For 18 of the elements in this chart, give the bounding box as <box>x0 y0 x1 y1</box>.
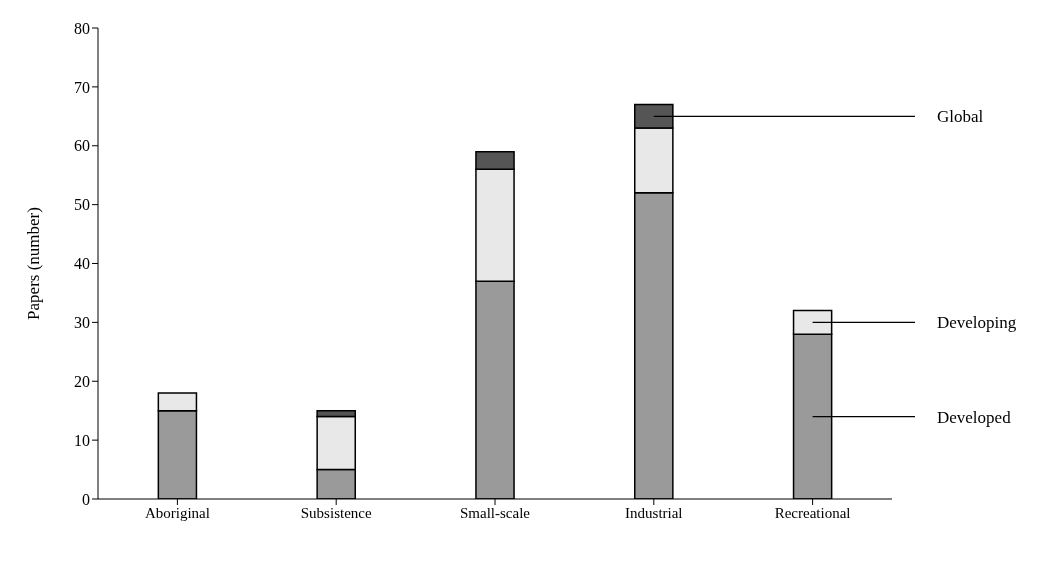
x-tick-label: Recreational <box>774 504 851 521</box>
text: Global <box>937 107 984 127</box>
text: Developing <box>937 313 1017 333</box>
y-tick-label: 0 <box>82 490 90 508</box>
y-tick-label: 20 <box>74 372 90 390</box>
y-axis-title: Papers (number) <box>24 207 44 320</box>
y-tick-label: 40 <box>74 255 90 273</box>
y-tick-label: 50 <box>74 196 90 214</box>
y-tick-label: 80 <box>74 19 90 37</box>
x-tick-label: Subsistence <box>300 504 372 521</box>
x-tick-label: Small-scale <box>460 504 531 521</box>
x-tick-label: Aboriginal <box>144 504 210 521</box>
text: Developed <box>937 407 1012 427</box>
x-tick-label: Industrial <box>625 504 683 521</box>
y-tick-label: 10 <box>74 431 90 449</box>
y-tick-label: 60 <box>74 137 90 155</box>
y-tick-label: 30 <box>74 314 90 332</box>
y-tick-label: 70 <box>74 78 90 96</box>
